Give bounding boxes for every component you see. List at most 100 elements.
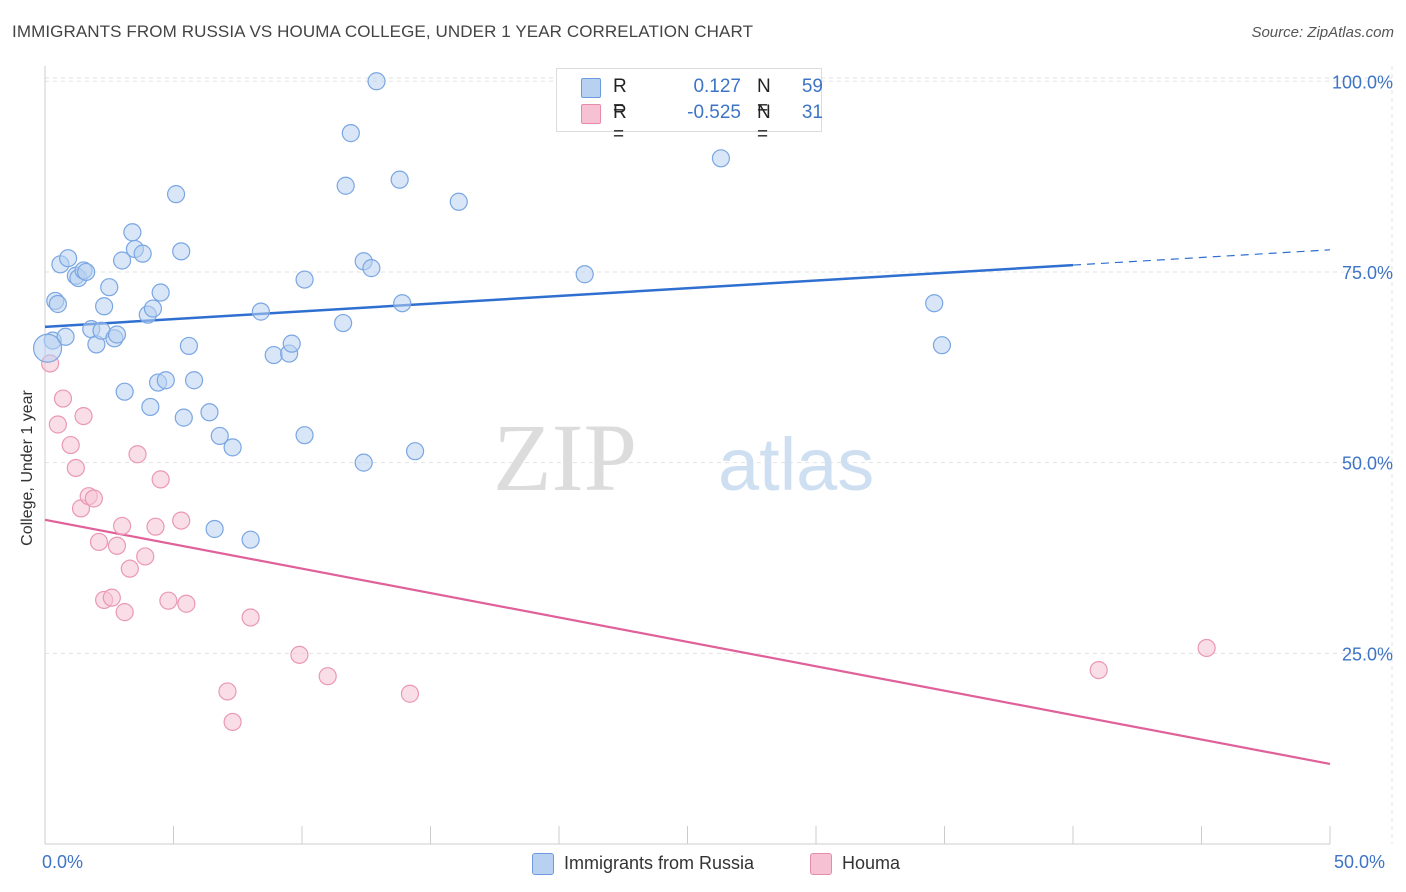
point-houma bbox=[74, 407, 93, 426]
point-houma bbox=[102, 588, 121, 607]
trend-lines bbox=[44, 249, 1331, 765]
point-russia bbox=[334, 313, 353, 333]
point-russia bbox=[341, 124, 360, 143]
point-houma bbox=[223, 712, 242, 732]
point-russia bbox=[362, 259, 381, 278]
y-axis-label: College, Under 1 year bbox=[19, 390, 36, 546]
point-russia bbox=[210, 426, 229, 446]
bottom-legend-swatch-russia bbox=[532, 853, 554, 875]
y-tick-labels: 25.0% 50.0% 75.0% 100.0% bbox=[1332, 72, 1393, 664]
chart-source: Source: ZipAtlas.com bbox=[1251, 24, 1394, 41]
y-tick-label: 50.0% bbox=[1342, 454, 1393, 474]
point-russia bbox=[200, 403, 219, 422]
x-tick-label-max: 50.0% bbox=[1334, 852, 1386, 872]
point-russia bbox=[59, 249, 78, 268]
bottom-legend-label: Houma bbox=[842, 853, 901, 873]
point-houma bbox=[66, 458, 85, 478]
point-houma bbox=[48, 415, 67, 434]
point-houma bbox=[318, 667, 337, 686]
point-houma bbox=[128, 445, 147, 464]
point-russia bbox=[711, 149, 731, 168]
point-russia bbox=[336, 176, 355, 195]
watermark-zip: ZIP bbox=[493, 404, 637, 511]
trend-line-russia bbox=[44, 263, 1074, 329]
data-points bbox=[32, 72, 1216, 732]
point-russia bbox=[112, 251, 132, 270]
y-tick-label: 25.0% bbox=[1342, 644, 1393, 664]
point-russia bbox=[367, 72, 386, 91]
point-russia bbox=[241, 530, 260, 549]
x-tick-label-min: 0.0% bbox=[42, 852, 84, 872]
point-houma bbox=[151, 470, 170, 489]
point-houma bbox=[241, 608, 260, 627]
point-houma bbox=[159, 591, 178, 610]
legend-r-label: R = bbox=[613, 76, 627, 119]
point-houma bbox=[107, 536, 127, 555]
legend-r-value: 0.127 bbox=[693, 76, 741, 97]
point-houma bbox=[61, 435, 80, 455]
point-russia bbox=[390, 170, 409, 189]
point-russia bbox=[354, 453, 373, 472]
point-russia bbox=[166, 185, 186, 204]
point-houma bbox=[120, 559, 139, 578]
point-russia bbox=[48, 294, 67, 314]
point-russia bbox=[932, 336, 952, 355]
point-houma bbox=[400, 684, 420, 703]
trend-line-houma bbox=[44, 518, 1331, 765]
point-russia bbox=[174, 408, 193, 427]
watermark-atlas: atlas bbox=[718, 423, 874, 506]
point-russia bbox=[141, 397, 160, 417]
point-russia bbox=[100, 278, 119, 297]
point-houma bbox=[136, 547, 155, 566]
legend-n-value: 31 bbox=[801, 102, 823, 123]
bottom-legend-label: Immigrants from Russia bbox=[564, 853, 755, 873]
legend-swatch-houma bbox=[581, 104, 601, 124]
point-russia bbox=[295, 270, 314, 289]
point-russia bbox=[393, 294, 412, 313]
point-houma bbox=[1197, 638, 1216, 658]
grid-lines bbox=[45, 66, 1393, 844]
point-russia bbox=[405, 442, 425, 461]
point-houma bbox=[115, 603, 134, 622]
point-russia bbox=[133, 244, 152, 263]
correlation-legend: R = 0.127 N = 59 R = -0.525 N = 31 bbox=[556, 68, 823, 145]
point-russia bbox=[282, 334, 301, 353]
point-houma bbox=[84, 489, 103, 508]
point-houma bbox=[53, 389, 73, 408]
point-russia bbox=[172, 242, 191, 261]
point-russia bbox=[156, 371, 175, 390]
point-russia bbox=[151, 283, 170, 302]
legend-r-label: R = bbox=[613, 102, 627, 145]
legend-n-label: N = bbox=[757, 102, 771, 145]
point-russia bbox=[251, 302, 270, 321]
point-russia bbox=[56, 327, 75, 346]
point-russia bbox=[95, 297, 114, 316]
point-russia bbox=[449, 192, 468, 211]
point-houma bbox=[146, 517, 165, 536]
point-russia bbox=[115, 382, 134, 401]
legend-n-value: 59 bbox=[801, 76, 823, 97]
chart-title: IMMIGRANTS FROM RUSSIA VS HOUMA COLLEGE,… bbox=[12, 22, 754, 41]
point-houma bbox=[218, 682, 237, 701]
legend-n-label: N = bbox=[757, 76, 771, 119]
legend-swatch-russia bbox=[581, 78, 601, 98]
point-houma bbox=[89, 532, 109, 552]
point-russia bbox=[205, 519, 224, 539]
point-russia bbox=[179, 336, 199, 356]
point-houma bbox=[172, 511, 191, 530]
watermark: ZIP atlas bbox=[493, 404, 874, 511]
y-tick-label: 100.0% bbox=[1332, 72, 1393, 92]
point-houma bbox=[177, 594, 196, 613]
point-russia bbox=[107, 325, 127, 344]
point-russia bbox=[143, 299, 163, 318]
point-russia-large bbox=[32, 333, 63, 363]
point-houma bbox=[1089, 660, 1108, 680]
y-tick-label: 75.0% bbox=[1342, 263, 1393, 283]
bottom-legend-swatch-houma bbox=[810, 853, 832, 875]
point-russia bbox=[77, 262, 96, 282]
point-russia bbox=[575, 265, 594, 284]
point-russia bbox=[925, 294, 944, 313]
point-russia bbox=[264, 345, 283, 365]
point-russia bbox=[223, 438, 242, 457]
